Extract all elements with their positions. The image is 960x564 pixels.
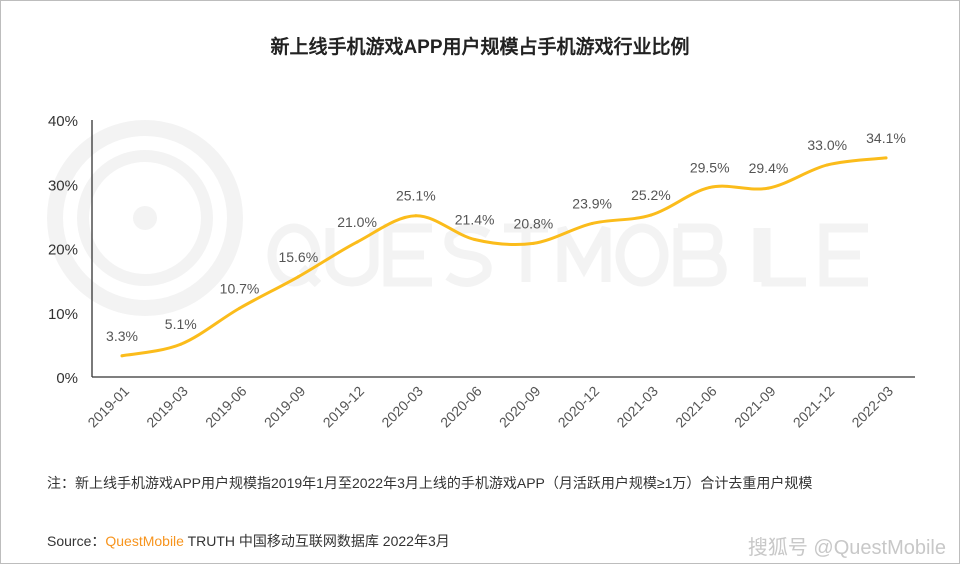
data-label: 25.1% [396, 188, 436, 204]
data-point [766, 186, 770, 190]
data-point [414, 214, 418, 218]
x-tick-label: 2021-06 [672, 383, 720, 431]
source-brand: QuestMobile [105, 533, 184, 549]
data-point [355, 240, 359, 244]
data-label: 29.5% [690, 159, 730, 175]
watermark-letter-shape [819, 223, 868, 287]
watermark-letter-shape [504, 223, 548, 282]
data-point [531, 241, 535, 245]
x-tick-label: 2020-03 [378, 383, 426, 431]
y-tick-label: 10% [48, 306, 78, 323]
chart-title: 新上线手机游戏APP用户规模占手机游戏行业比例 [270, 37, 690, 58]
data-point [179, 342, 183, 346]
data-label: 25.2% [631, 187, 671, 203]
source-line: Source：QuestMobile TRUTH 中国移动互联网数据库 2022… [47, 531, 450, 551]
data-point [590, 221, 594, 225]
x-tick-label: 2020-12 [555, 383, 603, 431]
watermark-letter-shape [673, 223, 727, 287]
source-prefix: Source： [47, 533, 106, 549]
x-tick-label: 2019-01 [84, 383, 132, 431]
data-label: 20.8% [514, 215, 554, 231]
x-tick-label: 2019-06 [202, 383, 250, 431]
data-label: 33.0% [807, 137, 847, 153]
series-line [120, 156, 888, 358]
sohu-watermark: 搜狐号 @QuestMobile [747, 537, 946, 559]
x-tick-label: 2021-03 [613, 383, 661, 431]
watermark-letter-shape [383, 223, 432, 287]
data-point [884, 156, 888, 160]
data-point [825, 163, 829, 167]
watermark-letter-shape [444, 224, 492, 287]
data-label: 34.1% [866, 130, 906, 146]
x-tick-label: 2020-06 [437, 383, 485, 431]
data-point [296, 275, 300, 279]
x-tick-label: 2021-09 [731, 383, 779, 431]
background-watermark-logo [47, 120, 243, 316]
y-tick-label: 30% [48, 177, 78, 194]
footnote: 注：新上线手机游戏APP用户规模指2019年1月至2022年3月上线的手机游戏A… [47, 475, 813, 491]
x-tick-label: 2019-03 [143, 383, 191, 431]
data-label: 5.1% [165, 316, 197, 332]
watermark-letter-shape [267, 223, 322, 288]
x-tick-label: 2019-09 [261, 383, 309, 431]
data-label: 3.3% [106, 328, 138, 344]
x-tick-label: 2021-12 [790, 383, 838, 431]
watermark-letter-shape [557, 225, 611, 282]
x-tick-label: 2020-09 [496, 383, 544, 431]
data-label: 29.4% [749, 160, 789, 176]
data-point [708, 185, 712, 189]
data-label: 21.4% [455, 212, 495, 228]
x-tick-label: 2019-12 [320, 383, 368, 431]
data-label: 23.9% [572, 195, 612, 211]
watermark-letter-shape [761, 228, 806, 287]
data-point [238, 306, 242, 310]
data-label: 21.0% [337, 214, 377, 230]
source-rest: TRUTH 中国移动互联网数据库 2022年3月 [183, 533, 450, 549]
data-label: 15.6% [278, 249, 318, 265]
data-label: 10.7% [220, 280, 260, 296]
y-tick-label: 0% [56, 370, 78, 387]
y-tick-label: 20% [48, 242, 78, 259]
x-tick-label: 2022-03 [848, 383, 896, 431]
watermark-letter-shape [325, 228, 379, 287]
y-tick-label: 40% [48, 113, 78, 130]
watermark-letter-shape [615, 223, 669, 287]
background-watermark-lettering [267, 223, 868, 288]
data-point [473, 238, 477, 242]
data-point [649, 213, 653, 217]
data-point [120, 354, 124, 358]
